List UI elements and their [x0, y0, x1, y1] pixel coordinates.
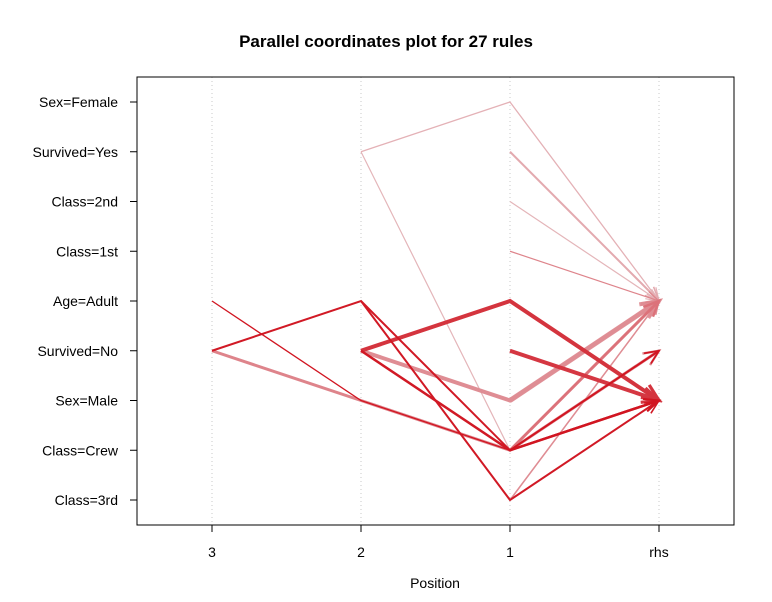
x-tick-label-3: 3: [208, 544, 216, 560]
x-tick-label-rhs: rhs: [649, 544, 668, 560]
rule-line-4: [509, 201, 660, 302]
rule-lines: [211, 101, 664, 502]
rule-line-14: [360, 300, 660, 452]
y-tick-label-survived-no: Survived=No: [37, 343, 118, 359]
y-tick-label-sex-male: Sex=Male: [55, 393, 118, 409]
rule-arrowhead-12: [642, 397, 662, 413]
rule-line-2: [360, 151, 511, 451]
rule-arrowhead-15: [645, 349, 661, 363]
rule-line-12: [509, 399, 660, 452]
rule-line-11: [509, 348, 660, 403]
rule-line-15: [211, 300, 660, 451]
x-axis: 3 2 1 rhs: [208, 525, 669, 560]
y-tick-label-class-2nd: Class=2nd: [51, 194, 118, 210]
x-tick-label-2: 2: [357, 544, 365, 560]
y-tick-label-class-1st: Class=1st: [56, 243, 118, 259]
rule-line-1: [360, 101, 660, 302]
rule-arrowhead-8: [642, 298, 662, 318]
rule-line-10: [360, 298, 661, 403]
rule-line-3: [509, 151, 660, 302]
chart-title: Parallel coordinates plot for 27 rules: [239, 32, 533, 51]
y-axis: Class=3rd Class=Crew Sex=Male Survived=No Ag…: [33, 94, 137, 508]
y-tick-label-survived-yes: Survived=Yes: [33, 144, 118, 160]
y-tick-label-class-crew: Class=Crew: [42, 442, 119, 458]
x-tick-label-1: 1: [506, 544, 514, 560]
y-tick-label-class-3rd: Class=3rd: [55, 492, 118, 508]
x-axis-title: Position: [410, 575, 460, 591]
rule-line-5: [509, 250, 660, 302]
y-tick-label-sex-female: Sex=Female: [39, 94, 118, 110]
y-tick-label-age-adult: Age=Adult: [53, 293, 118, 309]
